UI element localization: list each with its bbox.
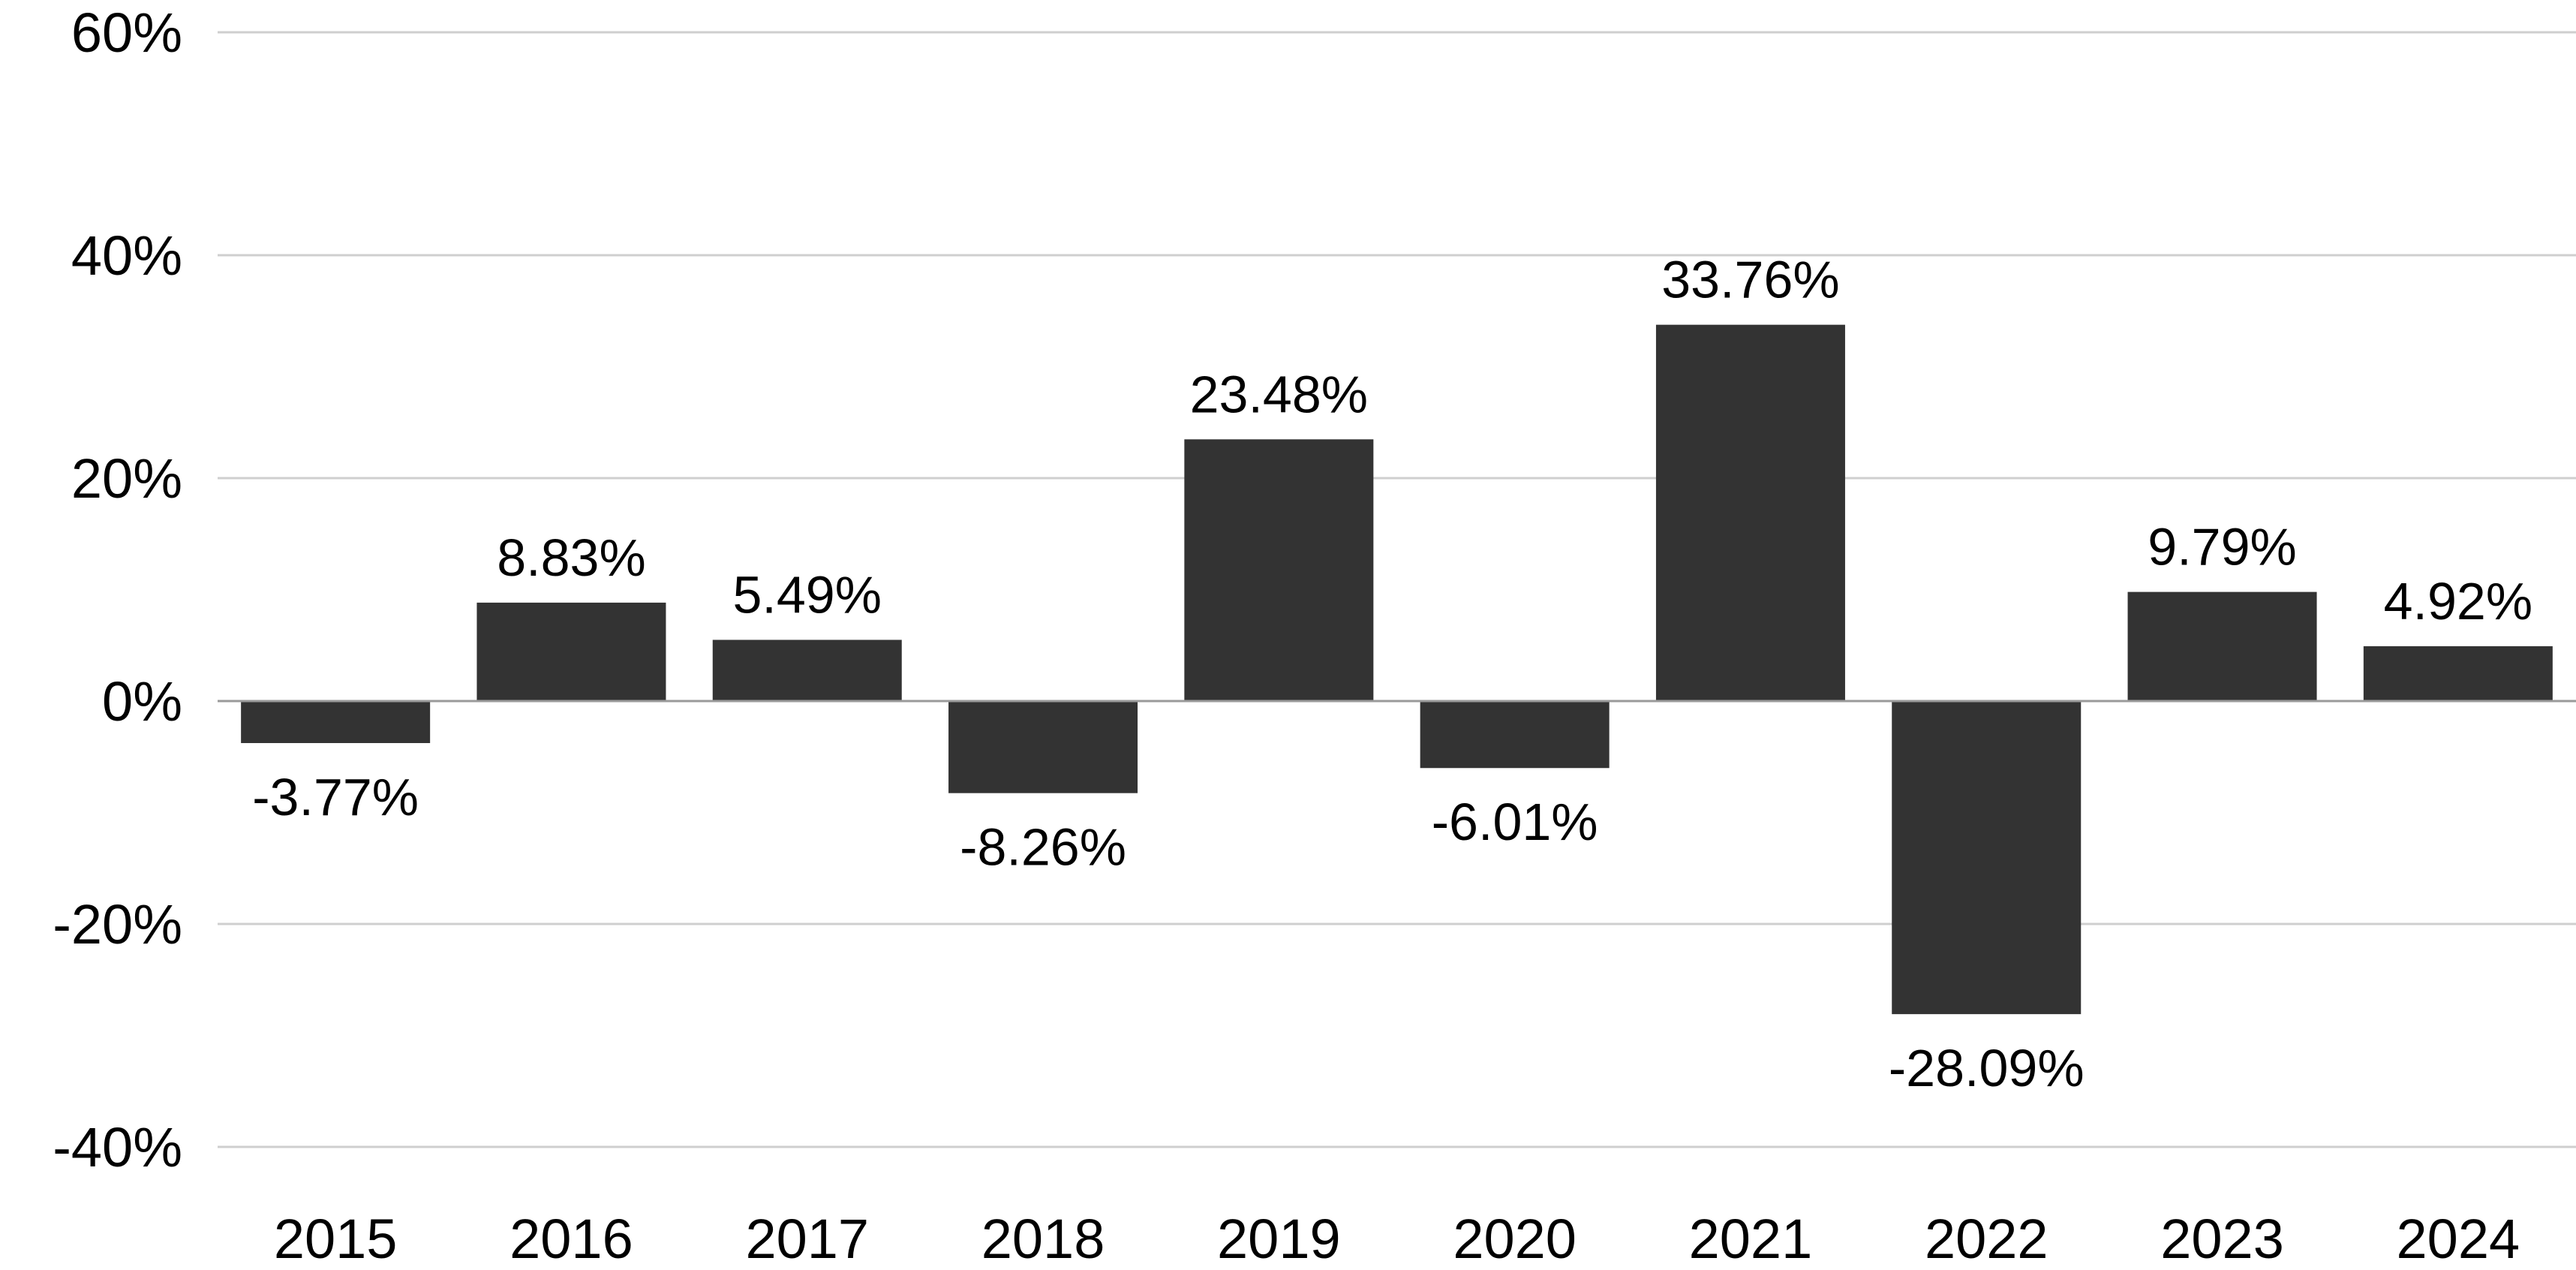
x-tick-label: 2017	[745, 1208, 869, 1270]
y-tick-label: 20%	[71, 447, 182, 510]
bar	[712, 640, 902, 701]
x-tick-label: 2015	[274, 1208, 398, 1270]
data-label: 4.92%	[2384, 572, 2532, 630]
data-label: 33.76%	[1661, 251, 1839, 309]
x-axis-ticks: 2015 2016 2017 2018 2019 2020 2021 2022 2023 2024	[274, 1208, 2520, 1270]
bar	[241, 701, 431, 743]
data-label: -28.09%	[1889, 1039, 2085, 1097]
bars	[241, 324, 2553, 1015]
bar	[948, 701, 1138, 793]
y-tick-label: 60%	[71, 2, 182, 64]
data-label: 23.48%	[1190, 365, 1368, 423]
bar	[2363, 646, 2553, 701]
x-tick-label: 2022	[1925, 1208, 2048, 1270]
x-tick-label: 2024	[2397, 1208, 2520, 1270]
gridlines	[218, 31, 2576, 1148]
bar	[1892, 701, 2082, 1015]
data-label: 9.79%	[2148, 518, 2296, 576]
y-axis-ticks: -40% -20% 0% 20% 40% 60%	[53, 2, 182, 1178]
data-labels: -3.77% 8.83% 5.49% -8.26% 23.48% -6.01% 33.76%…	[252, 251, 2532, 1097]
y-tick-label: 40%	[71, 224, 182, 287]
bar	[1184, 439, 1374, 701]
y-tick-label: -20%	[53, 893, 182, 956]
data-label: -8.26%	[960, 818, 1126, 877]
data-label: 8.83%	[497, 528, 645, 587]
y-tick-label: 0%	[102, 670, 182, 733]
bar	[476, 602, 666, 701]
data-label: 5.49%	[733, 565, 882, 624]
x-tick-label: 2018	[981, 1208, 1105, 1270]
x-tick-label: 2021	[1689, 1208, 1813, 1270]
x-tick-label: 2019	[1217, 1208, 1341, 1270]
bar	[2127, 591, 2317, 701]
x-tick-label: 2023	[2160, 1208, 2284, 1270]
y-tick-label: -40%	[53, 1116, 182, 1178]
data-label: -6.01%	[1432, 793, 1598, 851]
data-label: -3.77%	[252, 768, 419, 826]
bar	[1420, 701, 1610, 769]
x-tick-label: 2016	[509, 1208, 633, 1270]
bar	[1655, 324, 1845, 701]
x-tick-label: 2020	[1453, 1208, 1577, 1270]
